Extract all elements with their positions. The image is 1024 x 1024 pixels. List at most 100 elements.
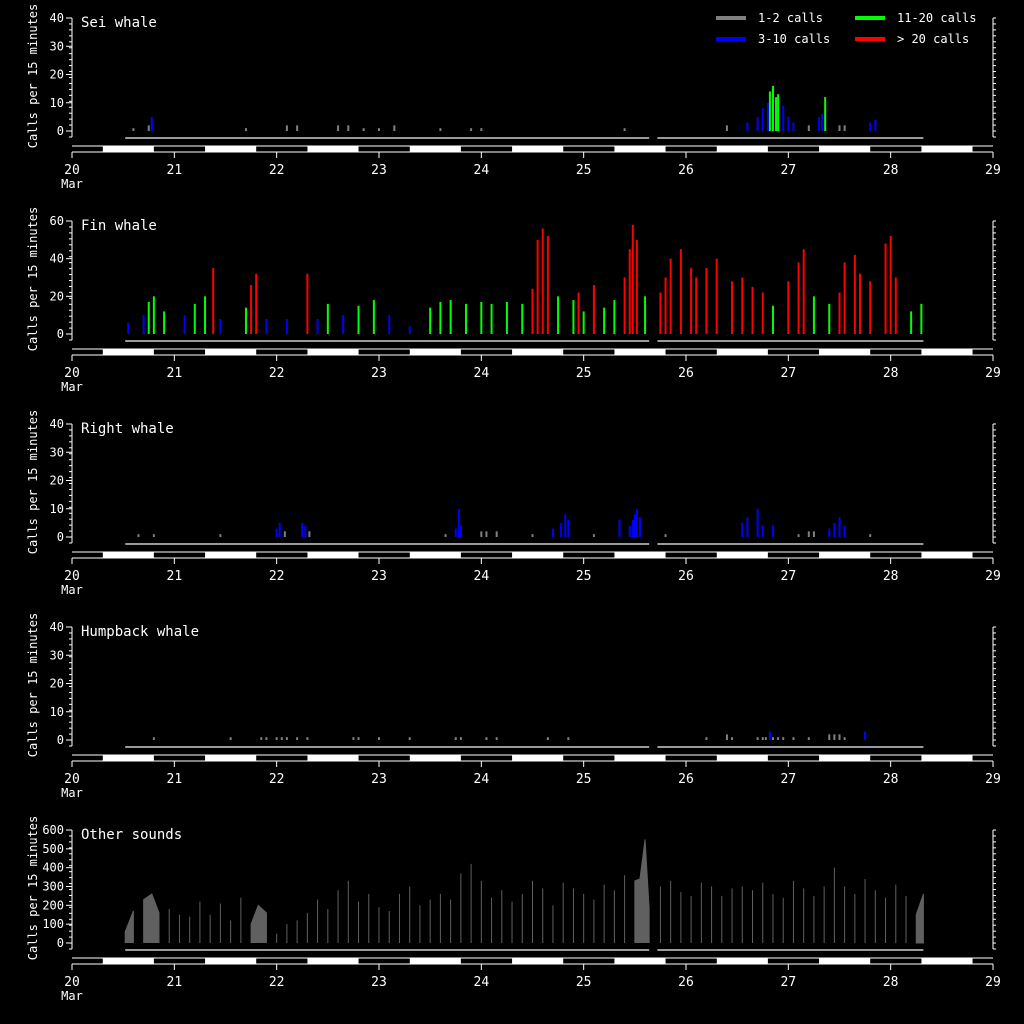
x-tick-label: 23 [371,772,387,787]
bar [152,737,155,740]
night-block [102,146,154,152]
x-tick-label: 24 [474,163,490,178]
bar [536,239,539,334]
day-block [686,756,717,760]
bar [285,125,288,131]
legend: 1-2 calls 3-10 calls 11-20 calls > 20 calls [716,11,976,46]
bar [853,254,856,334]
bar [480,531,483,537]
legend-label: 3-10 calls [758,32,830,46]
bar [741,522,744,537]
night-block [205,349,257,355]
day-block [481,756,513,760]
bar [725,734,728,740]
bar [152,534,155,537]
bar [582,311,585,334]
bar [347,125,350,131]
x-tick-label: 25 [576,772,592,787]
day-block [788,959,820,963]
x-tick-label: 29 [985,163,1001,178]
bar [824,97,827,131]
bar [766,102,769,131]
y-tick-label: 0 [57,327,64,341]
x-tick-label: 23 [371,569,387,584]
bar [495,737,498,740]
bar [485,737,488,740]
bar [152,296,155,334]
bar [572,300,575,334]
day-block [686,959,717,963]
y-tick-label: 20 [50,474,64,488]
night-block [409,552,461,558]
day-block [174,553,206,557]
bar [275,528,278,537]
night-block [205,552,257,558]
x-tick-label: 21 [167,163,183,178]
x-tick-label: 27 [781,975,797,990]
y-tick-label: 30 [50,445,64,459]
panel-right-whale: 0 10 20 30 40 Calls per 15 minutes Right whale… [26,410,1001,597]
y-axis-label: Calls per 15 minutes [26,816,40,961]
x-tick-label: 28 [883,772,899,787]
bar [731,281,734,334]
night-block [819,958,871,964]
bar [362,128,365,131]
night-block [307,146,359,152]
bar [372,300,375,334]
bar [756,508,759,537]
panel-title: Sei whale [81,15,157,31]
panel-title: Fin whale [81,218,157,234]
night-block [512,552,564,558]
y-axis-label: Calls per 15 minutes [26,410,40,555]
y-tick-label: 10 [50,502,64,516]
night-block [307,958,359,964]
night-block [819,755,871,761]
bar [843,125,846,131]
bar [705,268,708,334]
x-tick-label: 28 [883,163,899,178]
area-series [124,839,924,944]
bar [812,531,815,537]
bar [285,318,288,334]
bar [807,531,810,537]
night-block [614,552,666,558]
x-tick-label: 22 [269,569,285,584]
night-block [409,755,461,761]
day-block [276,147,308,151]
bar [679,249,682,334]
panel-title: Right whale [81,421,174,437]
y-tick-label: 40 [50,11,64,25]
bar [838,292,841,334]
bar [560,522,563,537]
bar [278,522,281,537]
bar [429,307,432,334]
y-tick-label: 30 [50,39,64,53]
y-tick-label: 10 [50,96,64,110]
bar [644,296,647,334]
bar [316,318,319,334]
bar [244,307,247,334]
x-tick-label: 27 [781,163,797,178]
y-tick-label: 200 [42,898,64,912]
bar [771,525,774,537]
bar [296,737,299,740]
y-axis-label: Calls per 15 minutes [26,4,40,149]
day-block [788,147,820,151]
x-tick-label: 20 [64,975,80,990]
bar [664,277,667,334]
y-tick-label: 0 [57,936,64,950]
bar [797,534,800,537]
bar [761,737,764,740]
bar [147,125,150,131]
x-tick-label: 22 [269,366,285,381]
x-tick-label: 20 [64,366,80,381]
panel-title: Other sounds [81,827,182,843]
bar [546,737,549,740]
bar [869,534,872,537]
night-block [102,755,154,761]
bar [326,303,329,334]
day-block [686,147,717,151]
bar [127,322,130,334]
bar [250,285,253,334]
